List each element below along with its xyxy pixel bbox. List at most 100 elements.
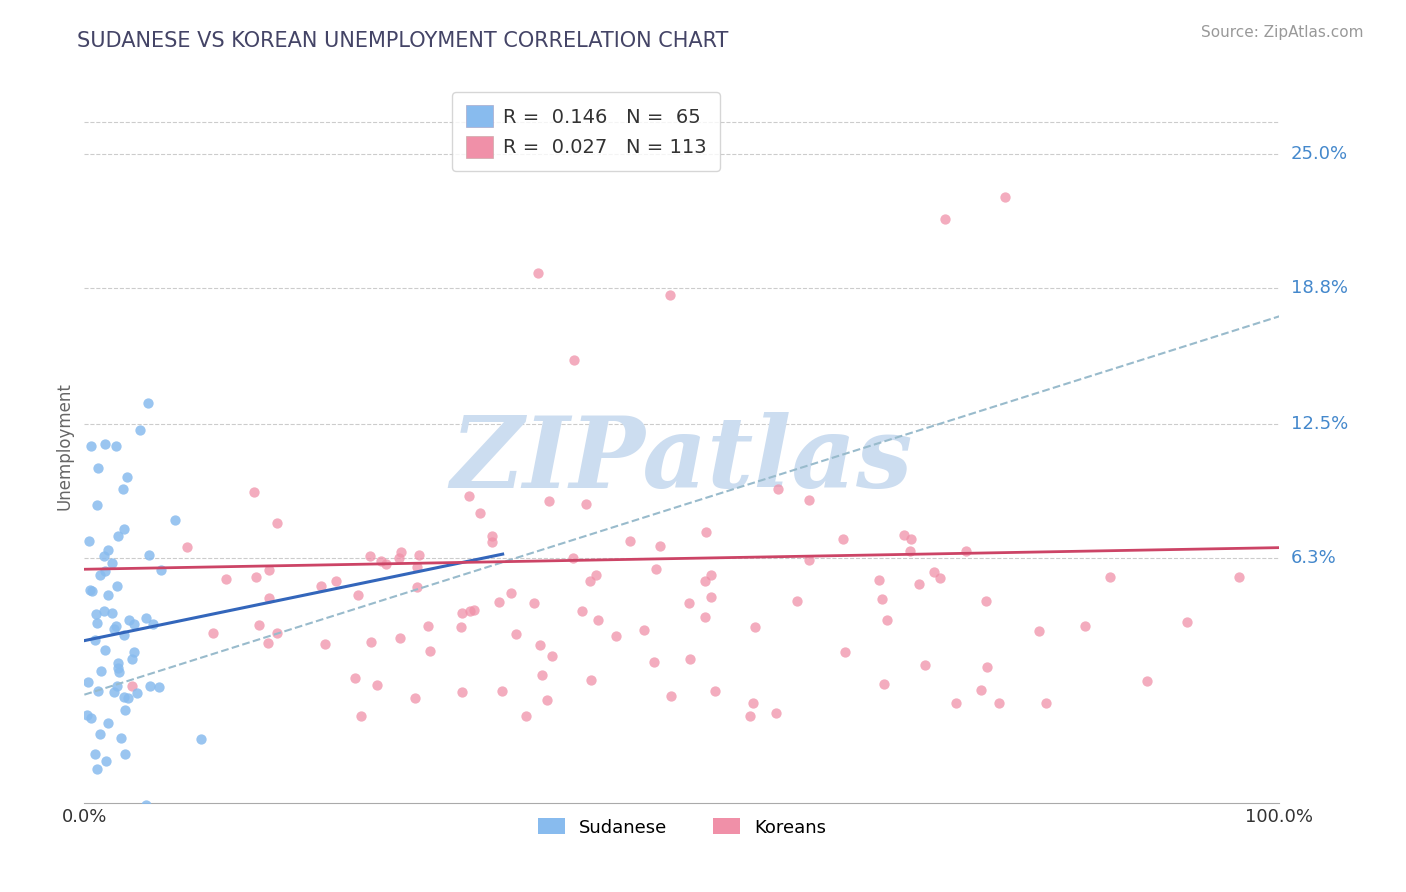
Point xyxy=(136,396,159,410)
Point xyxy=(89,726,111,740)
Point xyxy=(481,529,503,543)
Point xyxy=(786,594,808,608)
Point xyxy=(93,604,115,618)
Point xyxy=(744,620,766,634)
Point xyxy=(94,437,117,451)
Point xyxy=(94,754,117,768)
Point xyxy=(112,628,135,642)
Point xyxy=(541,648,564,663)
Point xyxy=(107,528,129,542)
Point xyxy=(499,586,522,600)
Point xyxy=(406,581,429,595)
Point xyxy=(101,606,124,620)
Point xyxy=(619,533,641,548)
Point xyxy=(112,690,135,704)
Point xyxy=(266,516,288,531)
Point xyxy=(976,594,998,608)
Point xyxy=(309,579,332,593)
Point xyxy=(84,607,107,621)
Point xyxy=(945,696,967,710)
Point xyxy=(529,638,551,652)
Point xyxy=(142,617,165,632)
Point xyxy=(388,550,411,565)
Point xyxy=(679,652,702,666)
Point xyxy=(740,709,762,723)
Point xyxy=(111,482,134,496)
Point xyxy=(699,591,721,605)
Point xyxy=(112,522,135,536)
Point xyxy=(114,703,136,717)
Point xyxy=(97,716,120,731)
Point xyxy=(129,423,152,437)
Text: 25.0%: 25.0% xyxy=(1291,145,1348,163)
Point xyxy=(370,554,392,568)
Point xyxy=(108,665,131,679)
Point xyxy=(343,671,366,685)
Point xyxy=(77,674,100,689)
Point xyxy=(831,532,853,546)
Point xyxy=(121,679,143,693)
Point xyxy=(347,588,370,602)
Point xyxy=(107,661,129,675)
Point xyxy=(87,460,110,475)
Point xyxy=(1035,696,1057,710)
Point xyxy=(86,498,108,512)
Point xyxy=(242,484,264,499)
Point xyxy=(451,685,474,699)
Point xyxy=(693,574,716,589)
Text: Source: ZipAtlas.com: Source: ZipAtlas.com xyxy=(1201,25,1364,40)
Point xyxy=(678,596,700,610)
Point xyxy=(266,626,288,640)
Text: 12.5%: 12.5% xyxy=(1291,416,1348,434)
Point xyxy=(79,582,101,597)
Point xyxy=(256,636,278,650)
Point xyxy=(117,691,139,706)
Point xyxy=(245,570,267,584)
Point xyxy=(994,190,1017,204)
Point xyxy=(105,619,128,633)
Point xyxy=(451,606,474,620)
Text: ZIPatlas: ZIPatlas xyxy=(451,412,912,508)
Point xyxy=(1175,615,1198,630)
Point xyxy=(325,574,347,588)
Point xyxy=(564,352,586,367)
Point xyxy=(79,711,101,725)
Point xyxy=(742,697,765,711)
Point xyxy=(457,489,479,503)
Point xyxy=(84,632,107,647)
Point xyxy=(418,619,440,633)
Point xyxy=(470,506,492,520)
Point xyxy=(571,604,593,618)
Point xyxy=(97,588,120,602)
Point xyxy=(585,567,607,582)
Point xyxy=(176,540,198,554)
Point xyxy=(644,562,666,576)
Point xyxy=(898,543,921,558)
Point xyxy=(700,568,723,582)
Point xyxy=(605,629,627,643)
Y-axis label: Unemployment: Unemployment xyxy=(55,382,73,510)
Point xyxy=(118,613,141,627)
Point xyxy=(1028,624,1050,638)
Text: 6.3%: 6.3% xyxy=(1291,549,1336,567)
Point xyxy=(103,622,125,636)
Point xyxy=(907,577,929,591)
Point xyxy=(122,616,145,631)
Point xyxy=(350,709,373,723)
Point xyxy=(450,620,472,634)
Point xyxy=(101,806,124,821)
Point xyxy=(94,643,117,657)
Point xyxy=(537,494,560,508)
Point xyxy=(202,625,225,640)
Point xyxy=(873,677,896,691)
Point xyxy=(389,545,412,559)
Point xyxy=(94,564,117,578)
Point xyxy=(481,535,503,549)
Point xyxy=(491,683,513,698)
Point xyxy=(648,539,671,553)
Point xyxy=(505,626,527,640)
Point xyxy=(870,591,893,606)
Point xyxy=(523,596,546,610)
Point xyxy=(531,668,554,682)
Point xyxy=(83,747,105,761)
